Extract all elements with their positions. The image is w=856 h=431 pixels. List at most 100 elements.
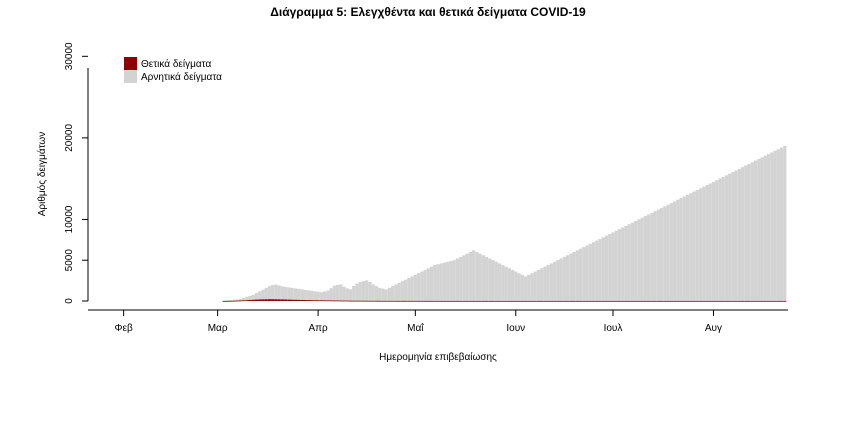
x-tick-label: Ιουν xyxy=(506,323,525,334)
bar-positive xyxy=(287,299,291,301)
legend-swatch xyxy=(124,70,137,83)
bar-negative xyxy=(303,289,307,301)
x-ticks: Φεβ Μαρ Απρ Μαΐ Ιουν Ιουλ Αυγ xyxy=(115,310,722,334)
bar-negative xyxy=(595,240,599,301)
bar-negative xyxy=(235,299,239,301)
bar-negative xyxy=(750,162,754,301)
bar-negative xyxy=(676,199,680,301)
x-tick-label: Ιουλ xyxy=(604,323,623,334)
bar-negative xyxy=(588,243,592,301)
bar-negative xyxy=(611,232,615,301)
bar-positive xyxy=(663,300,667,302)
bar-positive xyxy=(378,300,382,302)
bar-negative xyxy=(604,235,609,301)
bar-negative xyxy=(280,286,285,300)
bar-positive xyxy=(254,299,259,301)
bar-negative xyxy=(293,288,298,300)
bar-negative xyxy=(569,253,573,301)
bar-positive xyxy=(329,300,333,302)
bar-negative xyxy=(721,176,725,301)
bar-negative xyxy=(355,283,359,301)
bar-positive xyxy=(322,300,327,302)
bar-positive xyxy=(264,299,268,301)
bar-positive xyxy=(352,300,356,302)
bar-positive xyxy=(708,300,712,302)
bar-negative xyxy=(630,222,635,301)
bar-positive xyxy=(426,300,430,302)
bar-positive xyxy=(235,300,239,302)
bar-negative xyxy=(715,180,719,301)
bar-positive xyxy=(403,300,408,302)
bar-positive xyxy=(433,300,437,302)
bar-negative xyxy=(300,289,304,300)
bar-positive xyxy=(718,300,722,302)
legend-label: Αρνητικά δείγματα xyxy=(141,71,222,83)
bar-positive xyxy=(773,300,777,302)
bar-negative xyxy=(741,167,745,301)
bar-positive xyxy=(546,300,550,302)
bar-negative xyxy=(416,273,421,301)
bar-negative xyxy=(423,269,427,301)
bar-positive xyxy=(766,300,771,302)
x-tick-label: Αυγ xyxy=(705,323,722,334)
bar-positive xyxy=(497,300,502,302)
y-tick-label: 10000 xyxy=(64,205,75,233)
bar-negative xyxy=(436,264,440,301)
bar-positive xyxy=(491,300,495,302)
bar-positive xyxy=(585,300,589,302)
bar-positive xyxy=(711,300,716,302)
bar-negative xyxy=(663,206,667,301)
bar-negative xyxy=(468,251,473,301)
bar-positive xyxy=(303,300,307,301)
bar-positive xyxy=(232,300,236,302)
bar-negative xyxy=(543,266,547,301)
bar-positive xyxy=(530,300,534,302)
bar-negative xyxy=(672,201,677,301)
bar-positive xyxy=(394,300,398,302)
bar-negative xyxy=(747,163,751,301)
bar-negative xyxy=(643,216,648,301)
bar-negative xyxy=(452,260,456,301)
bar-negative xyxy=(753,160,758,301)
bar-negative xyxy=(627,224,631,301)
bar-negative xyxy=(669,203,673,301)
bar-negative xyxy=(689,193,693,301)
bar-negative xyxy=(394,284,398,301)
bar-negative xyxy=(520,274,524,301)
bar-negative xyxy=(575,250,579,301)
bar-positive xyxy=(760,300,764,302)
bar-negative xyxy=(342,286,346,301)
bar-positive xyxy=(475,300,479,302)
bar-positive xyxy=(459,300,463,302)
bar-positive xyxy=(562,300,567,302)
bar-positive xyxy=(517,300,521,302)
bar-positive xyxy=(753,300,758,302)
bar-negative xyxy=(381,288,385,301)
bar-positive xyxy=(556,300,560,302)
bar-negative xyxy=(248,295,252,300)
bar-positive xyxy=(387,300,392,302)
y-tick-label: 5000 xyxy=(64,249,75,272)
bar-positive xyxy=(313,300,317,302)
bar-positive xyxy=(627,300,631,302)
bar-positive xyxy=(692,300,696,302)
bar-positive xyxy=(358,300,362,302)
bar-negative xyxy=(361,281,366,301)
bar-positive xyxy=(747,300,751,302)
bar-negative xyxy=(679,198,683,301)
bar-positive xyxy=(595,300,599,302)
bar-negative xyxy=(566,255,570,301)
bar-negative xyxy=(245,296,249,301)
bar-positive xyxy=(608,300,612,302)
x-tick-label: Μαΐ xyxy=(407,322,424,334)
bar-positive xyxy=(339,300,343,302)
bar-negative xyxy=(770,152,774,301)
bar-negative xyxy=(637,219,641,301)
bar-negative xyxy=(514,271,518,301)
bar-positive xyxy=(309,300,314,301)
bar-positive xyxy=(446,300,450,302)
bars-layer xyxy=(222,145,787,302)
bar-negative xyxy=(523,276,528,301)
x-tick-label: Απρ xyxy=(308,323,328,334)
